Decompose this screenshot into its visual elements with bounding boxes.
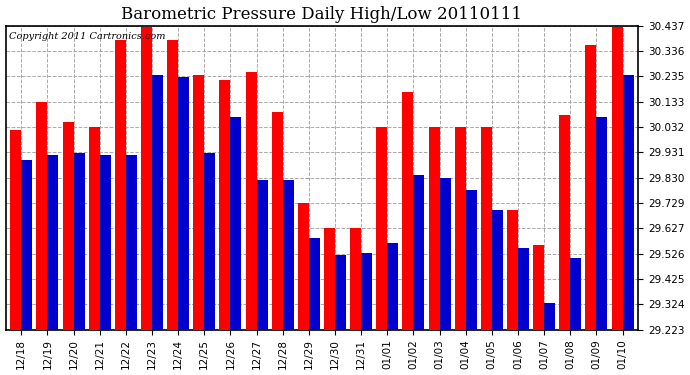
Title: Barometric Pressure Daily High/Low 20110111: Barometric Pressure Daily High/Low 20110… [121, 6, 522, 22]
Bar [10, 130, 21, 330]
Bar [492, 210, 503, 330]
Bar [324, 228, 335, 330]
Bar [298, 202, 309, 330]
Bar [518, 248, 529, 330]
Bar [622, 75, 633, 330]
Bar [21, 160, 32, 330]
Bar [596, 117, 607, 330]
Bar [585, 45, 596, 330]
Bar [570, 258, 581, 330]
Text: Copyright 2011 Cartronics.com: Copyright 2011 Cartronics.com [9, 32, 165, 40]
Bar [219, 80, 230, 330]
Bar [413, 175, 424, 330]
Bar [428, 128, 440, 330]
Bar [115, 40, 126, 330]
Bar [141, 27, 152, 330]
Bar [126, 155, 137, 330]
Bar [246, 72, 257, 330]
Bar [204, 153, 215, 330]
Bar [193, 75, 204, 330]
Bar [350, 228, 361, 330]
Bar [481, 128, 492, 330]
Bar [230, 117, 241, 330]
Bar [99, 155, 110, 330]
Bar [402, 92, 413, 330]
Bar [387, 243, 398, 330]
Bar [560, 115, 570, 330]
Bar [376, 128, 387, 330]
Bar [507, 210, 518, 330]
Bar [74, 153, 84, 330]
Bar [361, 253, 372, 330]
Bar [455, 128, 466, 330]
Bar [48, 155, 59, 330]
Bar [283, 180, 294, 330]
Bar [611, 27, 622, 330]
Bar [152, 75, 163, 330]
Bar [167, 40, 178, 330]
Bar [63, 123, 74, 330]
Bar [272, 112, 283, 330]
Bar [335, 255, 346, 330]
Bar [37, 102, 48, 330]
Bar [89, 128, 99, 330]
Bar [533, 245, 544, 330]
Bar [309, 238, 319, 330]
Bar [178, 77, 189, 330]
Bar [466, 190, 477, 330]
Bar [257, 180, 268, 330]
Bar [544, 303, 555, 330]
Bar [440, 178, 451, 330]
